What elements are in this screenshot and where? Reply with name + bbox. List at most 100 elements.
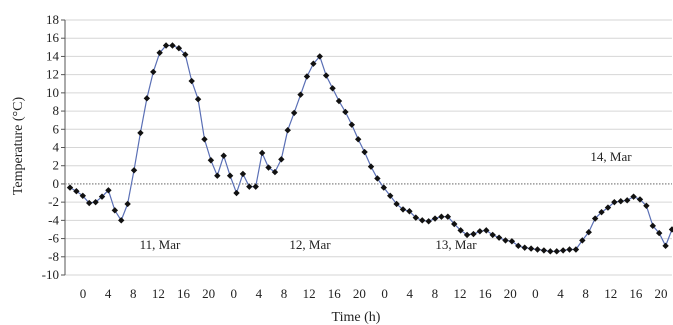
data-point-marker (182, 51, 189, 58)
data-point-marker (92, 198, 99, 206)
data-point-marker (553, 248, 560, 255)
data-point-marker (169, 42, 176, 49)
data-point-marker (175, 45, 183, 52)
x-tick-label: 0 (231, 286, 238, 301)
data-point-marker (463, 231, 471, 239)
data-point-marker (412, 214, 420, 221)
data-point-marker (547, 248, 554, 255)
data-point-marker (591, 215, 599, 222)
data-point-marker (399, 206, 407, 213)
y-tick-label: 2 (53, 158, 60, 173)
day-annotations: 11, Mar 12, Mar 13, Mar 14, Mar (140, 149, 633, 252)
data-point-marker (662, 242, 669, 250)
data-point-marker (335, 97, 343, 105)
data-point-marker (118, 217, 125, 224)
data-point-marker (540, 247, 548, 254)
data-point-marker (604, 204, 612, 211)
data-point-marker (649, 222, 656, 230)
y-axis-label: Temperature (°C) (11, 97, 26, 196)
data-point-marker (258, 149, 266, 157)
x-tick-label: 20 (655, 286, 668, 301)
data-point-marker (623, 197, 631, 204)
data-point-marker (86, 199, 93, 207)
x-axis-label: Time (h) (332, 310, 381, 325)
y-tick-label: 14 (46, 48, 60, 63)
day-annotation: 13, Mar (435, 237, 477, 252)
data-point-marker (233, 189, 240, 197)
x-tick-label: 16 (479, 286, 493, 301)
x-tick-label: 0 (80, 286, 87, 301)
data-point-marker (406, 208, 413, 215)
data-point-marker (579, 237, 586, 244)
y-tick-label: -8 (48, 249, 59, 264)
data-point-marker (278, 156, 285, 163)
data-point-marker (508, 238, 516, 245)
grid-lines (65, 19, 672, 276)
data-point-marker (534, 246, 541, 253)
y-tick-label: 0 (53, 176, 60, 191)
y-tick-label: -4 (48, 212, 59, 227)
data-point-marker (322, 72, 330, 79)
x-tick-label: 16 (328, 286, 342, 301)
x-tick-label: 20 (504, 286, 517, 301)
y-tick-label: 18 (46, 12, 59, 27)
data-point-marker (252, 183, 259, 190)
data-point-marker (521, 244, 528, 251)
data-point-marker (137, 129, 144, 137)
data-point-marker (143, 95, 151, 102)
data-point-marker (316, 53, 323, 60)
data-point-marker (73, 188, 80, 195)
data-point-marker (297, 91, 304, 98)
data-point-marker (636, 196, 644, 203)
data-point-marker (303, 73, 311, 80)
data-point-marker (105, 187, 112, 194)
data-point-marker (419, 217, 426, 224)
data-point-marker (444, 213, 452, 220)
data-point-marker (124, 200, 131, 208)
x-tick-label: 12 (303, 286, 316, 301)
data-point-marker (476, 228, 484, 235)
y-tick-label: 10 (46, 85, 59, 100)
x-tick-label: 8 (582, 286, 589, 301)
data-point-marker (495, 234, 503, 241)
data-point-marker (150, 68, 157, 76)
data-point-marker (585, 228, 592, 236)
data-point-marker (66, 184, 74, 191)
y-tick-label: -2 (48, 194, 59, 209)
y-axis-ticks: -10 -8 -6 -4 -2 0 2 4 6 8 10 12 14 16 18 (42, 12, 65, 282)
data-point-marker (425, 218, 432, 225)
x-tick-label: 0 (381, 286, 388, 301)
x-tick-label: 12 (453, 286, 466, 301)
data-point-marker (611, 198, 618, 206)
data-point-marker (483, 227, 490, 234)
data-point-marker (598, 208, 605, 216)
data-point-marker (201, 136, 208, 143)
x-tick-label: 8 (281, 286, 288, 301)
data-point-marker (284, 126, 291, 134)
data-point-marker (214, 172, 221, 179)
x-tick-label: 4 (557, 286, 564, 301)
data-point-marker (374, 175, 381, 182)
data-point-marker (348, 121, 355, 128)
data-points (66, 42, 673, 255)
data-point-marker (111, 207, 119, 214)
data-point-marker (162, 42, 170, 49)
data-point-marker (367, 163, 375, 170)
x-tick-label: 8 (432, 286, 439, 301)
data-point-marker (342, 108, 349, 116)
data-point-marker (130, 167, 138, 174)
x-tick-label: 16 (177, 286, 191, 301)
data-point-marker (226, 172, 234, 179)
data-point-marker (457, 227, 464, 234)
data-point-marker (515, 242, 522, 250)
x-tick-label: 4 (406, 286, 413, 301)
data-point-marker (194, 96, 202, 103)
data-point-marker (393, 200, 400, 208)
data-point-marker (265, 164, 272, 171)
data-point-marker (290, 109, 298, 117)
data-point-marker (470, 230, 477, 238)
y-tick-label: -6 (48, 231, 59, 246)
data-point-marker (220, 152, 227, 159)
data-point-marker (527, 245, 535, 252)
